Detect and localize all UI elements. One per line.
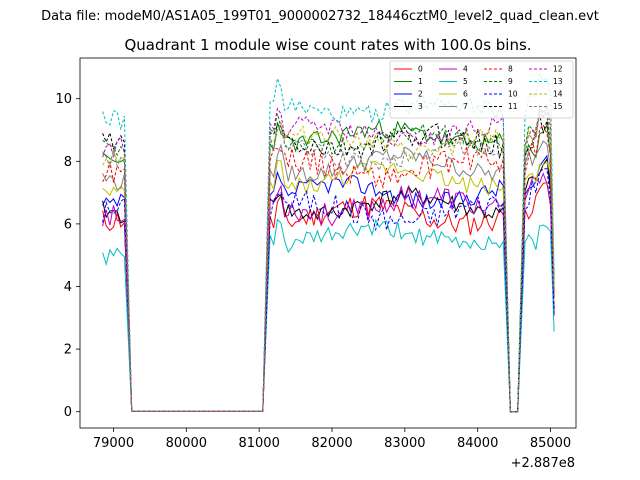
legend-label-2: 2 (418, 90, 423, 99)
legend-label-14: 14 (553, 90, 563, 99)
legend-label-3: 3 (418, 102, 423, 111)
legend-label-13: 13 (553, 77, 563, 86)
legend-label-1: 1 (418, 77, 423, 86)
series-line-11 (102, 114, 555, 413)
y-tick-label: 10 (55, 92, 72, 107)
y-tick-label: 4 (64, 280, 72, 295)
chart-title: Quadrant 1 module wise count rates with … (124, 36, 531, 54)
legend-label-0: 0 (418, 65, 423, 74)
series-line-10 (102, 168, 555, 413)
x-tick-label: 85000 (530, 436, 571, 451)
series-line-12 (102, 105, 555, 413)
series-line-8 (102, 123, 555, 413)
y-tick-label: 8 (64, 155, 72, 170)
series-line-9 (102, 106, 555, 413)
chart-suptitle: Data file: modeM0/AS1A05_199T01_90000027… (41, 9, 599, 24)
y-tick-label: 6 (64, 217, 72, 232)
x-tick-label: 84000 (457, 436, 498, 451)
legend-label-9: 9 (508, 77, 513, 86)
legend-label-4: 4 (463, 65, 468, 74)
y-axis: 0 2 4 6 8 10 (55, 92, 80, 420)
series-layer (102, 73, 555, 413)
x-tick-label: 82000 (311, 436, 352, 451)
axes-frame (79, 57, 577, 429)
y-tick-label: 0 (64, 405, 72, 420)
series-line-14 (102, 103, 555, 413)
legend-label-5: 5 (463, 77, 468, 86)
legend-label-15: 15 (553, 102, 563, 111)
legend-label-7: 7 (463, 102, 468, 111)
legend-label-12: 12 (553, 65, 563, 74)
legend-label-8: 8 (508, 65, 513, 74)
x-tick-label: 81000 (238, 436, 279, 451)
legend-label-11: 11 (508, 102, 518, 111)
x-tick-label: 83000 (384, 436, 425, 451)
legend-label-6: 6 (463, 90, 468, 99)
x-tick-label: 80000 (166, 436, 207, 451)
y-tick-label: 2 (64, 343, 72, 358)
legend-label-10: 10 (508, 90, 518, 99)
x-tick-label: 79000 (93, 436, 134, 451)
x-axis: 79000 80000 81000 82000 83000 84000 85000 (93, 428, 571, 451)
plot-area (79, 57, 577, 429)
x-offset-label: +2.887e8 (511, 456, 575, 471)
legend-box (389, 60, 574, 119)
